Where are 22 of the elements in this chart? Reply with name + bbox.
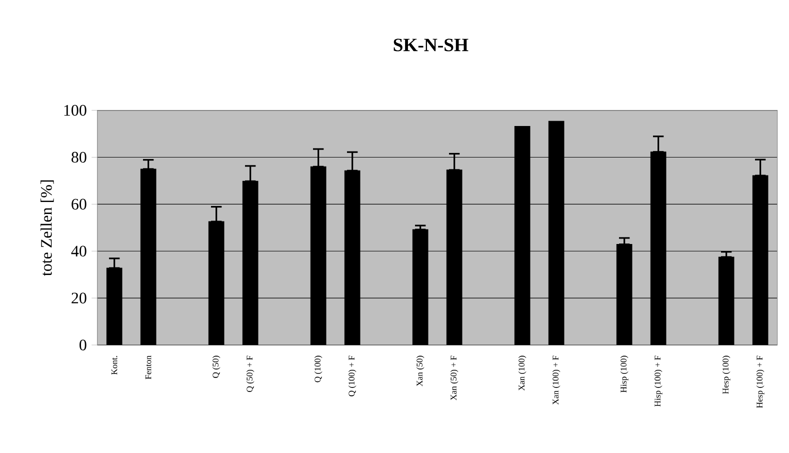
x-tick-label: Hesp (100) + F: [756, 356, 764, 408]
y-tick-label: 40: [71, 246, 86, 257]
x-tick-label: Xan (50): [416, 356, 424, 386]
y-tick-label: 100: [64, 104, 86, 116]
x-tick-label: Xan (100) + F: [552, 356, 560, 405]
x-tick-label: Xan (50) + F: [450, 356, 458, 400]
y-axis-title: tote Zellen [%]: [40, 180, 54, 276]
x-tick-label: Hisp (100) + F: [654, 356, 662, 406]
chart-title: SK-N-SH: [394, 38, 468, 52]
x-tick-label: Q (50): [212, 356, 220, 378]
x-tick-label: Hesp (100): [722, 356, 730, 394]
x-tick-label: Q (50) + F: [246, 356, 254, 392]
y-tick-label: 60: [72, 198, 86, 210]
x-tick-label: Q (100): [314, 356, 322, 382]
y-tick-label: 20: [72, 292, 86, 304]
x-tick-label: Q (100) + F: [348, 356, 356, 396]
x-tick-label: Kont.: [111, 356, 118, 375]
x-tick-label: Hisp (100): [620, 356, 628, 392]
y-tick-label: 80: [72, 152, 86, 163]
x-tick-label: Xan (100): [518, 356, 526, 391]
x-tick-label: Fenton: [145, 356, 152, 380]
y-tick-label: 0: [80, 340, 86, 350]
